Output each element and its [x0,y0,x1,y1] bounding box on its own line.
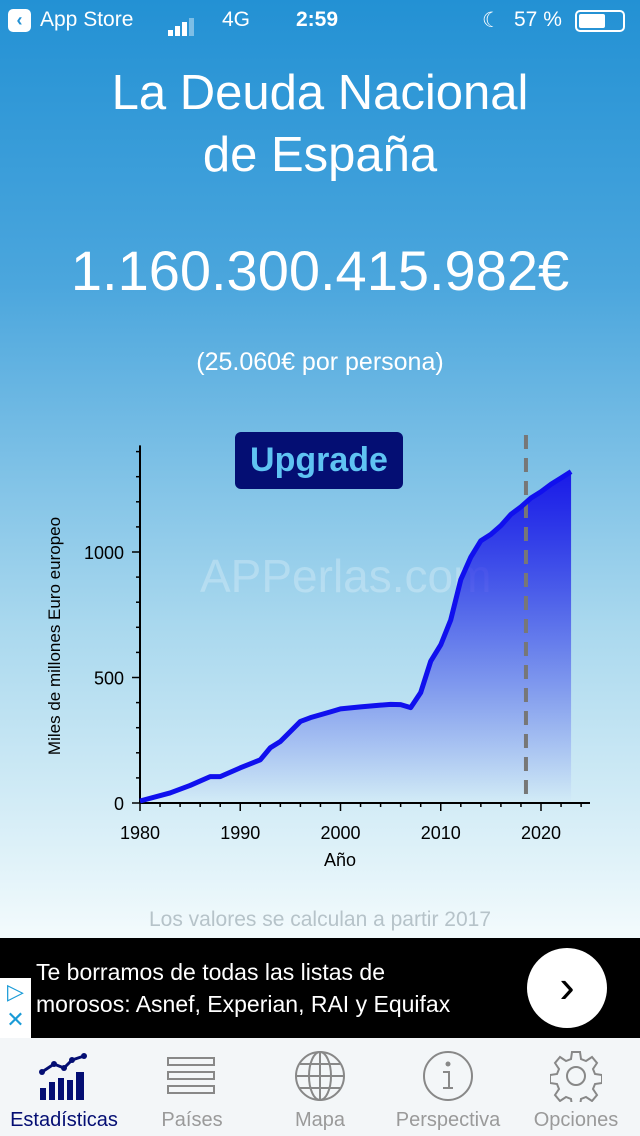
signal-icon [168,12,196,36]
debt-chart: APPerlas.com 1980 1990 2000 2010 2020 0 500 100… [45,435,590,870]
debt-line [139,469,573,804]
x-tick-label: 2010 [421,823,461,843]
x-axis-label: Año [324,850,356,870]
tab-label: Opciones [533,1109,619,1131]
per-person-amount: (25.060€ por persona) [196,348,444,376]
ad-info-icon[interactable]: ▷ [7,979,24,1004]
chevron-right-icon: › [559,960,575,1012]
title-line-1: La Deuda Nacional [111,66,529,120]
x-tick-label: 1990 [220,823,260,843]
tab-opciones[interactable]: Opciones [512,1038,640,1136]
calculation-note: Los valores se calculan a partir 2017 [148,908,492,931]
tab-estadisticas[interactable]: Estadísticas [0,1038,128,1136]
x-tick-label: 2000 [320,823,360,843]
tab-label: Países [161,1109,223,1131]
globe-icon [295,1051,345,1101]
ad-banner[interactable]: ▷ ✕ Te borramos de todas las listas de mor… [0,938,640,1038]
info-icon [423,1051,473,1101]
upgrade-button[interactable]: Upgrade [235,432,403,489]
back-to-app-store-icon[interactable]: ‹ [8,9,31,32]
gear-icon [550,1051,602,1102]
tab-paises[interactable]: Países [128,1038,256,1136]
tab-perspectiva[interactable]: Perspectiva [384,1038,512,1136]
y-tick-label: 0 [114,794,124,814]
ad-line-2: morosos: Asnef, Experian, RAI y Equifax [36,991,451,1017]
moon-icon: ☾ [482,9,501,32]
tab-label: Estadísticas [10,1109,118,1131]
x-tick-label: 1980 [120,823,160,843]
back-app-label[interactable]: App Store [40,8,134,31]
debt-amount: 1.160.300.415.982€ [70,239,570,302]
tab-bar: Estadísticas Países Mapa Perspectiva Opc… [0,1038,640,1136]
area-fill [140,471,572,803]
ad-line-1: Te borramos de todas las listas de [36,959,386,985]
ad-arrow-button[interactable]: › [527,948,607,1028]
ad-close-icon[interactable]: ✕ [6,1007,25,1032]
network-label: 4G [222,8,251,31]
x-tick-label: 2020 [521,823,561,843]
ad-choices[interactable]: ▷ ✕ [0,978,31,1038]
tab-mapa[interactable]: Mapa [256,1038,384,1136]
y-tick-label: 1000 [84,543,124,563]
ad-text[interactable]: Te borramos de todas las listas de moroso… [36,956,450,1020]
tab-label: Perspectiva [395,1109,501,1131]
list-icon [167,1057,215,1094]
page-title: La Deuda Nacional de España [0,62,640,186]
y-tick-label: 500 [94,669,124,689]
status-bar: ‹ App Store 4G 2:59 ☾ 57 % [0,0,640,40]
y-axis-label: Miles de millones Euro europeo [45,517,64,755]
title-line-2: de España [202,128,438,182]
clock: 2:59 [296,8,339,31]
stats-chart-icon [39,1053,87,1100]
tab-label: Mapa [294,1109,346,1131]
watermark: APPerlas.com [200,550,491,602]
battery-percent: 57 % [514,8,562,31]
battery-icon [575,10,625,32]
